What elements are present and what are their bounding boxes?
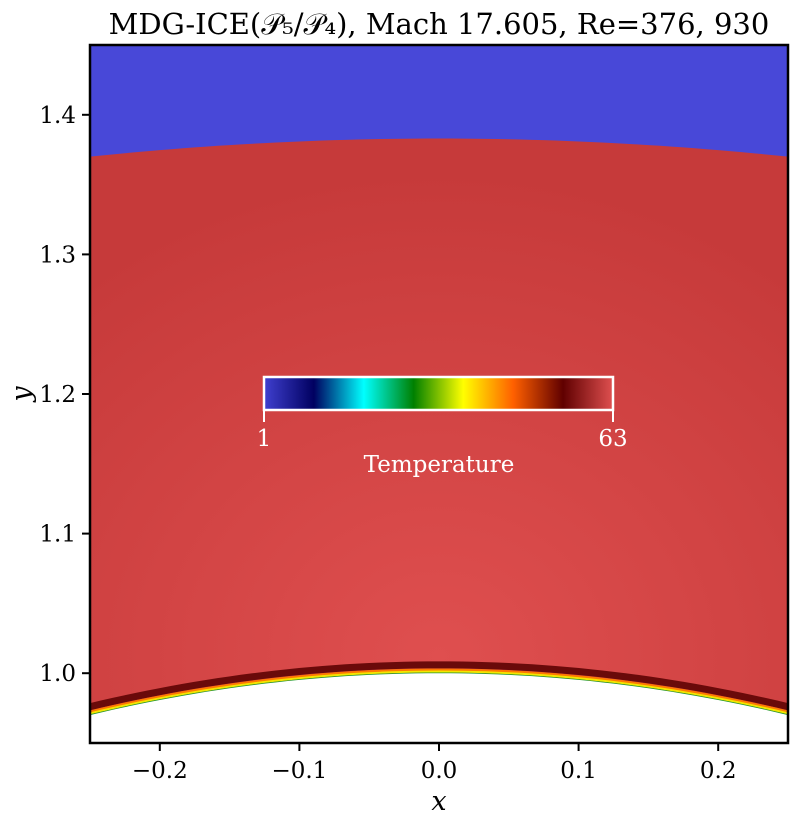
boundary-layer-orange-band bbox=[90, 668, 788, 714]
y-tick-label: 1.0 bbox=[39, 661, 76, 687]
x-axis-label: x bbox=[431, 786, 446, 817]
colorbar-min-label: 1 bbox=[257, 426, 272, 452]
colorbar-title: Temperature bbox=[364, 452, 515, 478]
chart-title: MDG-ICE(𝒫₅/𝒫₄), Mach 17.605, Re=376, 930 bbox=[109, 7, 770, 41]
body-region bbox=[90, 673, 788, 743]
y-tick-label: 1.3 bbox=[39, 242, 76, 268]
y-axis-ticks: 1.0 1.1 1.2 1.3 1.4 bbox=[39, 103, 90, 687]
colorbar: 1 63 Temperature bbox=[257, 375, 628, 478]
colorbar-bar bbox=[262, 375, 615, 412]
y-tick-label: 1.2 bbox=[39, 382, 76, 408]
y-axis-label: y bbox=[6, 386, 37, 403]
x-tick-label: −0.2 bbox=[132, 758, 188, 784]
shock-layer-region bbox=[90, 138, 788, 743]
x-tick-label: 0.1 bbox=[560, 758, 597, 784]
boundary-layer-dark-band bbox=[90, 661, 788, 711]
x-tick-label: −0.1 bbox=[271, 758, 327, 784]
plot-area bbox=[90, 45, 788, 743]
x-axis-ticks: −0.2 −0.1 0.0 0.1 0.2 bbox=[132, 743, 737, 784]
boundary-layer-yellow-band bbox=[90, 670, 788, 715]
x-tick-label: 0.0 bbox=[421, 758, 458, 784]
x-tick-label: 0.2 bbox=[700, 758, 737, 784]
y-tick-label: 1.4 bbox=[39, 103, 76, 129]
y-tick-label: 1.1 bbox=[39, 522, 76, 548]
colorbar-max-label: 63 bbox=[598, 426, 627, 452]
